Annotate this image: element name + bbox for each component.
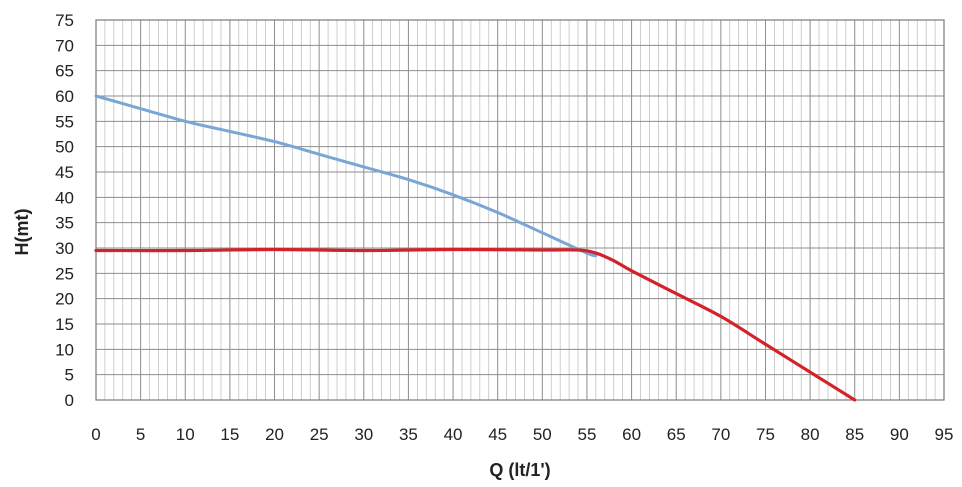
series-line-1 [94, 94, 598, 258]
x-tick-label: 10 [176, 425, 195, 444]
x-tick-label: 90 [890, 425, 909, 444]
y-axis-title: H(mt) [12, 209, 32, 256]
y-tick-label: 70 [55, 36, 74, 55]
x-tick-label: 80 [801, 425, 820, 444]
x-tick-label: 30 [354, 425, 373, 444]
x-tick-label: 35 [399, 425, 418, 444]
y-tick-label: 55 [55, 112, 74, 131]
y-tick-label: 0 [65, 391, 74, 410]
x-tick-label: 65 [667, 425, 686, 444]
x-tick-label: 60 [622, 425, 641, 444]
series-line-2 [94, 247, 857, 402]
y-tick-label: 60 [55, 87, 74, 106]
y-tick-label: 30 [55, 239, 74, 258]
x-tick-label: 0 [91, 425, 100, 444]
y-tick-label: 50 [55, 138, 74, 157]
y-tick-label: 35 [55, 214, 74, 233]
x-axis-title: Q (lt/1') [489, 460, 550, 480]
y-tick-label: 65 [55, 62, 74, 81]
x-tick-label: 55 [577, 425, 596, 444]
plot-border [95, 19, 945, 401]
y-tick-label: 25 [55, 264, 74, 283]
x-tick-label: 5 [136, 425, 145, 444]
x-tick-label: 85 [845, 425, 864, 444]
x-tick-label: 95 [935, 425, 954, 444]
y-tick-label: 5 [65, 366, 74, 385]
x-tick-label: 45 [488, 425, 507, 444]
y-axis-ticks: 0 5 10 15 20 25 30 35 40 45 50 55 60 65 70 75 [55, 11, 74, 410]
x-tick-label: 20 [265, 425, 284, 444]
y-tick-label: 15 [55, 315, 74, 334]
x-tick-label: 40 [444, 425, 463, 444]
x-axis-ticks: 0 5 10 15 20 25 30 35 40 45 50 55 60 65 70 75 80 85 90 95 [91, 425, 953, 444]
grid [95, 19, 945, 401]
x-tick-label: 50 [533, 425, 552, 444]
y-tick-label: 75 [55, 11, 74, 30]
series-lines [94, 94, 857, 402]
x-tick-label: 75 [756, 425, 775, 444]
y-tick-label: 40 [55, 188, 74, 207]
x-tick-label: 15 [220, 425, 239, 444]
y-tick-label: 10 [55, 340, 74, 359]
y-tick-label: 20 [55, 290, 74, 309]
x-tick-label: 70 [711, 425, 730, 444]
y-tick-label: 45 [55, 163, 74, 182]
x-tick-label: 25 [310, 425, 329, 444]
